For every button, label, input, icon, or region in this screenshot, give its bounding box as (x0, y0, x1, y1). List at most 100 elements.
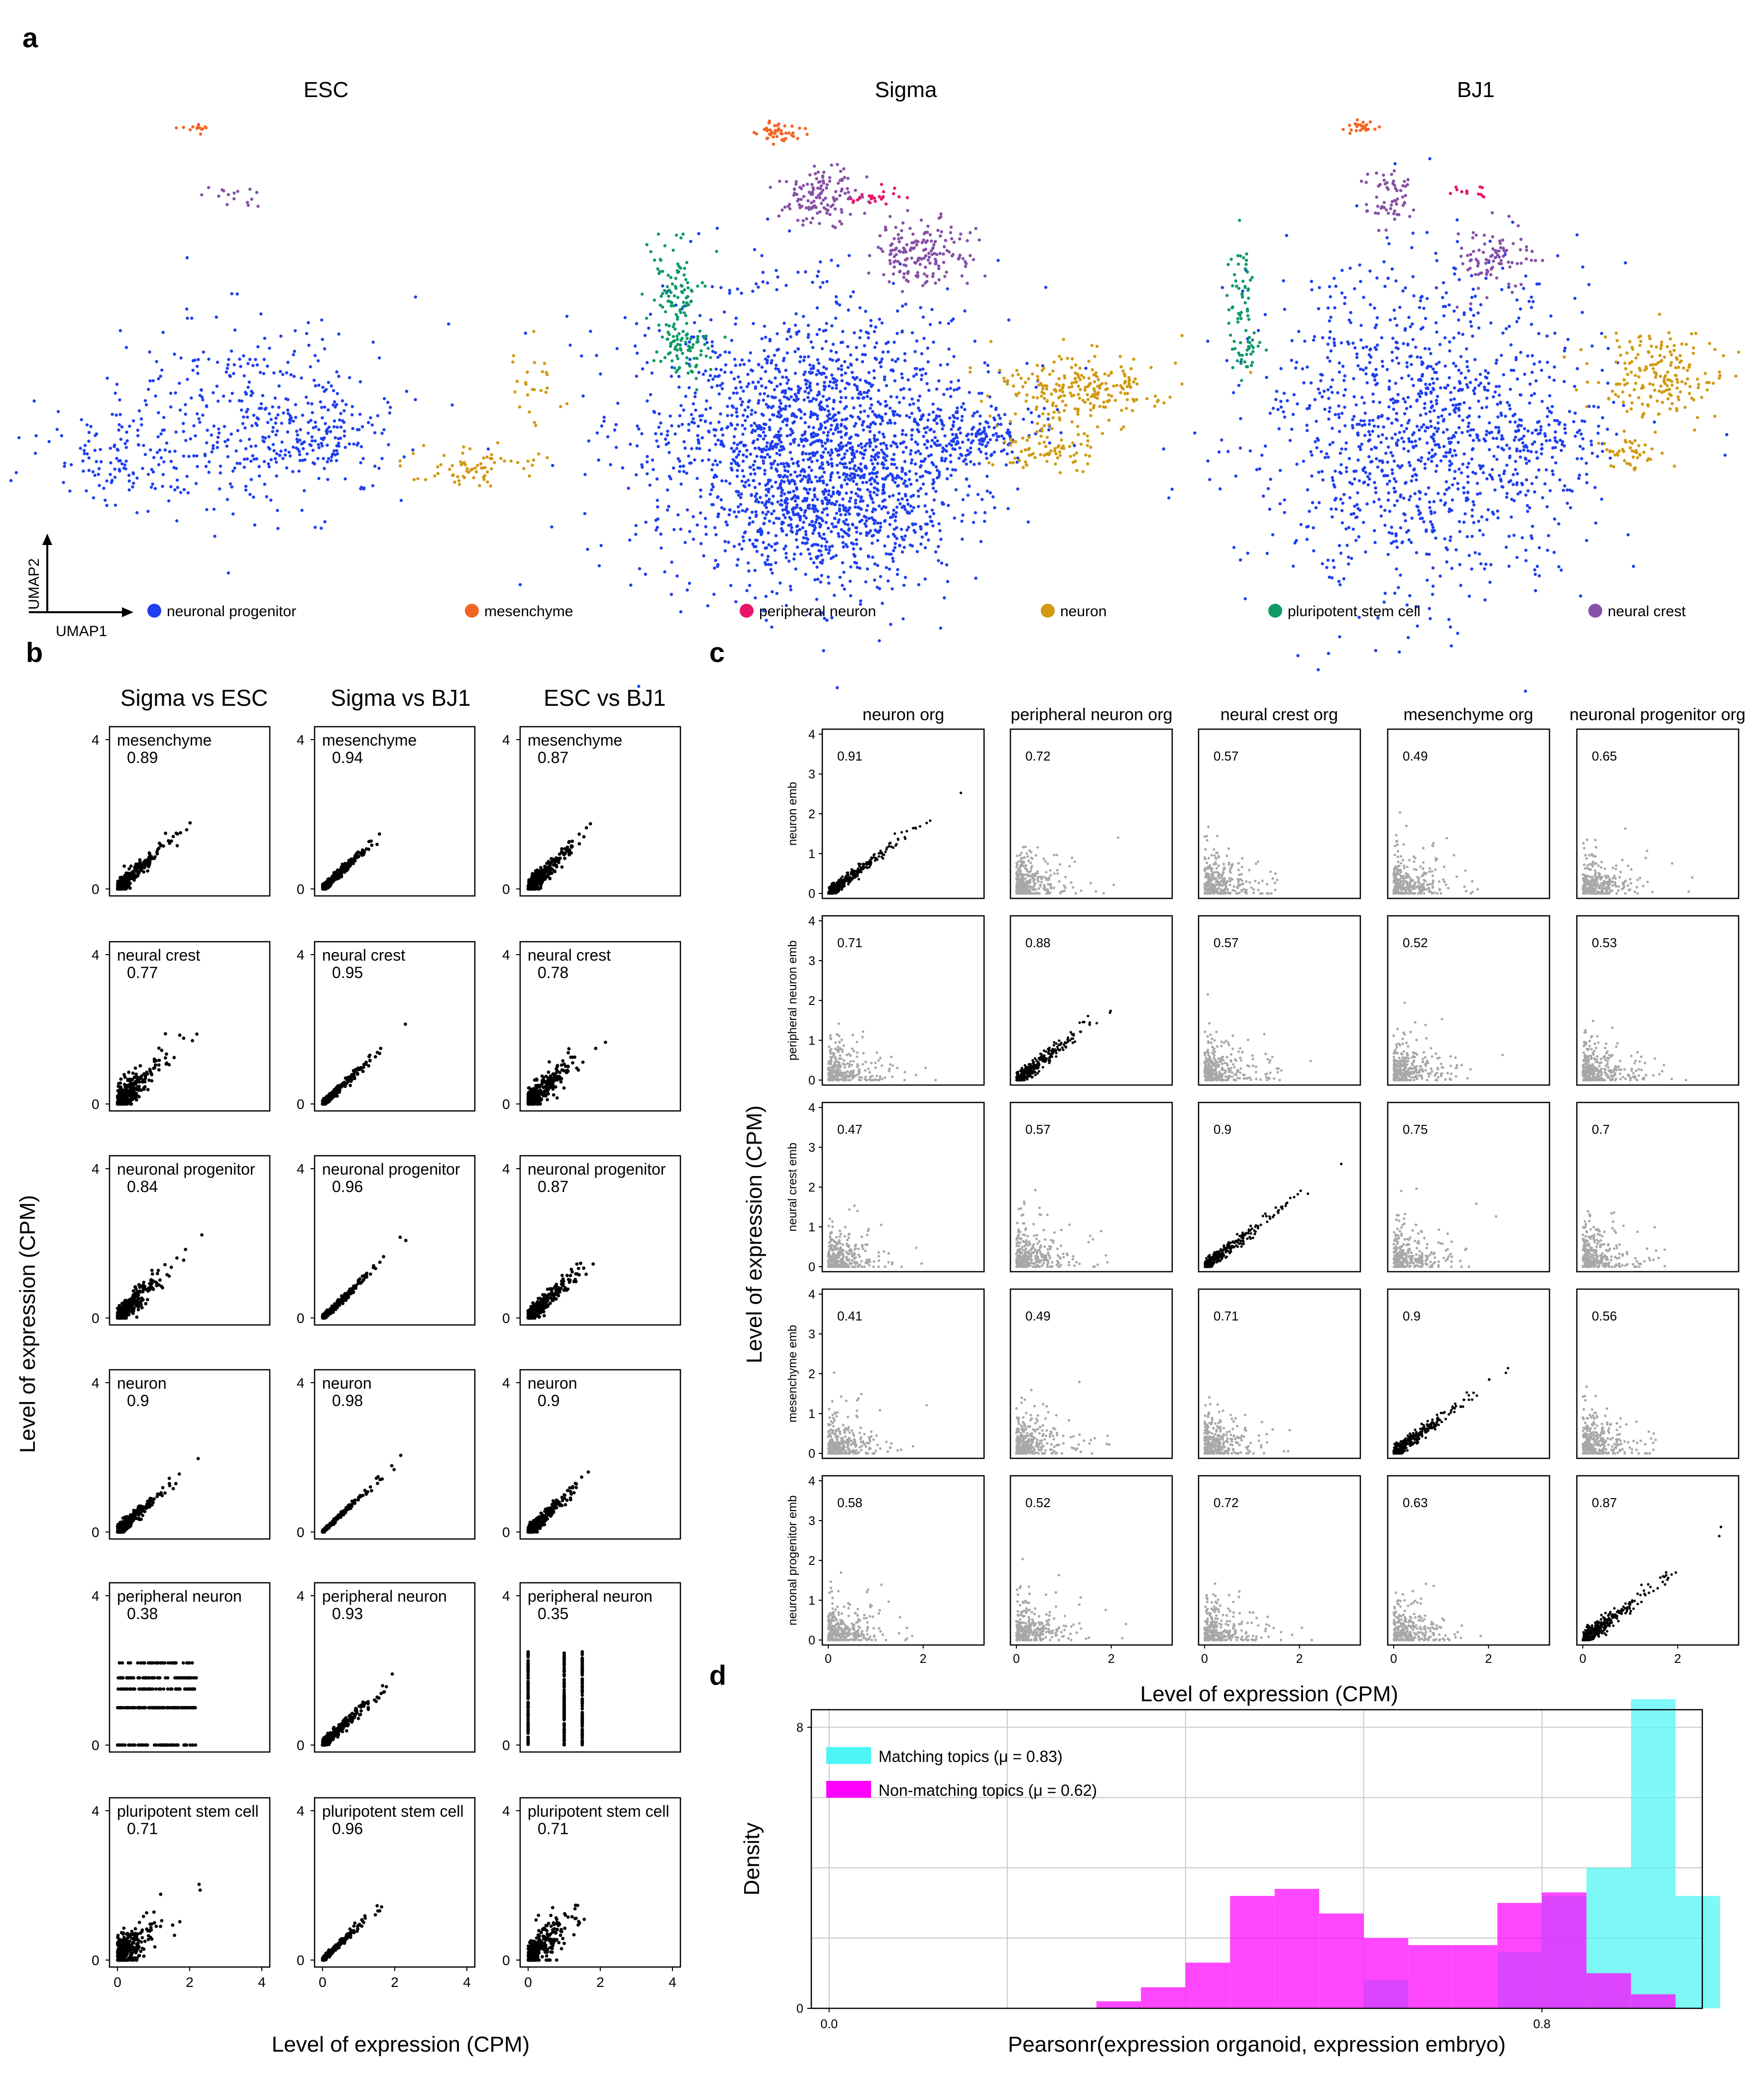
umap-point (1528, 401, 1532, 405)
umap-point (809, 193, 813, 196)
umap-point (233, 466, 236, 470)
umap-point (887, 567, 891, 571)
umap-point (1505, 492, 1509, 495)
umap-point (1093, 354, 1097, 358)
umap-point (939, 363, 942, 367)
umap-point (804, 533, 808, 537)
umap-point (844, 513, 847, 517)
umap-point (781, 462, 785, 465)
umap-point (678, 465, 682, 468)
umap-point (794, 538, 798, 542)
umap-point (1123, 374, 1127, 378)
umap-point (286, 398, 290, 402)
umap-point (804, 382, 808, 386)
umap-point (182, 422, 185, 425)
umap-point (699, 511, 702, 515)
umap-point (663, 356, 667, 359)
umap-point (844, 387, 847, 390)
umap-point (888, 262, 892, 265)
umap-point (1034, 385, 1038, 389)
umap-point (1585, 539, 1588, 543)
umap-point (912, 506, 915, 510)
umap-point (821, 519, 825, 523)
umap-point (884, 443, 888, 447)
umap-point (1083, 400, 1087, 404)
umap-point (992, 434, 995, 437)
umap-point (453, 480, 456, 484)
umap-point (783, 465, 786, 469)
umap-point (217, 427, 220, 431)
umap-point (821, 395, 825, 398)
umap-point (684, 340, 687, 344)
umap-point (377, 466, 381, 470)
umap-point (182, 430, 185, 434)
umap-point (932, 463, 935, 466)
umap-point (634, 473, 638, 477)
umap-point (1504, 546, 1508, 549)
umap-point (1461, 419, 1465, 422)
umap-point (925, 382, 929, 385)
umap-point (303, 440, 306, 443)
umap-point (113, 467, 116, 471)
umap-point (755, 424, 759, 428)
umap-point (784, 545, 787, 548)
umap-point (1066, 356, 1069, 360)
umap-point (849, 594, 853, 598)
umap-point (1558, 478, 1561, 482)
umap-point (785, 475, 789, 479)
umap-point (92, 496, 96, 500)
umap-point (812, 426, 815, 430)
umap-point (1557, 565, 1560, 568)
umap-point (855, 543, 859, 546)
umap-point (249, 459, 253, 463)
umap-point (1419, 459, 1423, 463)
umap-point (1404, 327, 1407, 330)
umap-point (1522, 287, 1526, 290)
umap-point (1418, 395, 1422, 398)
umap-point (760, 384, 764, 388)
umap-point (688, 364, 692, 368)
umap-point (992, 450, 996, 454)
umap-point (798, 516, 802, 519)
umap-point (926, 440, 930, 443)
umap-point (768, 519, 772, 523)
umap-point (809, 410, 813, 414)
umap-point (762, 522, 766, 526)
umap-point (1408, 498, 1411, 502)
umap-point (829, 417, 833, 421)
umap-point (1395, 546, 1399, 549)
umap-point (312, 426, 315, 430)
umap-point (342, 430, 346, 433)
umap-point (185, 307, 189, 311)
umap-point (1453, 386, 1456, 390)
umap-point (1530, 323, 1534, 326)
umap-point (320, 406, 324, 409)
umap-point (773, 548, 777, 552)
umap-point (769, 478, 772, 482)
umap-point (936, 228, 940, 232)
umap-point (781, 420, 785, 424)
umap-point (1448, 413, 1451, 416)
umap-point (763, 472, 767, 476)
umap-point (791, 496, 795, 500)
umap-point (141, 467, 144, 470)
umap-point (836, 426, 840, 430)
umap-point (814, 475, 818, 479)
umap-point (1340, 412, 1344, 415)
umap-point (224, 370, 228, 374)
umap-point (792, 420, 796, 424)
umap-point (716, 515, 720, 519)
umap-point (676, 513, 680, 517)
umap-point (1460, 431, 1464, 435)
umap-point (744, 530, 747, 534)
umap-point (716, 495, 720, 499)
umap-point (1541, 400, 1544, 403)
umap-point (752, 322, 755, 326)
umap-point (829, 502, 833, 506)
umap-point (1428, 607, 1431, 610)
umap-point (930, 438, 934, 442)
umap-point (900, 236, 903, 239)
umap-point (1467, 461, 1470, 465)
umap-point (275, 429, 279, 433)
umap-point (749, 368, 753, 372)
